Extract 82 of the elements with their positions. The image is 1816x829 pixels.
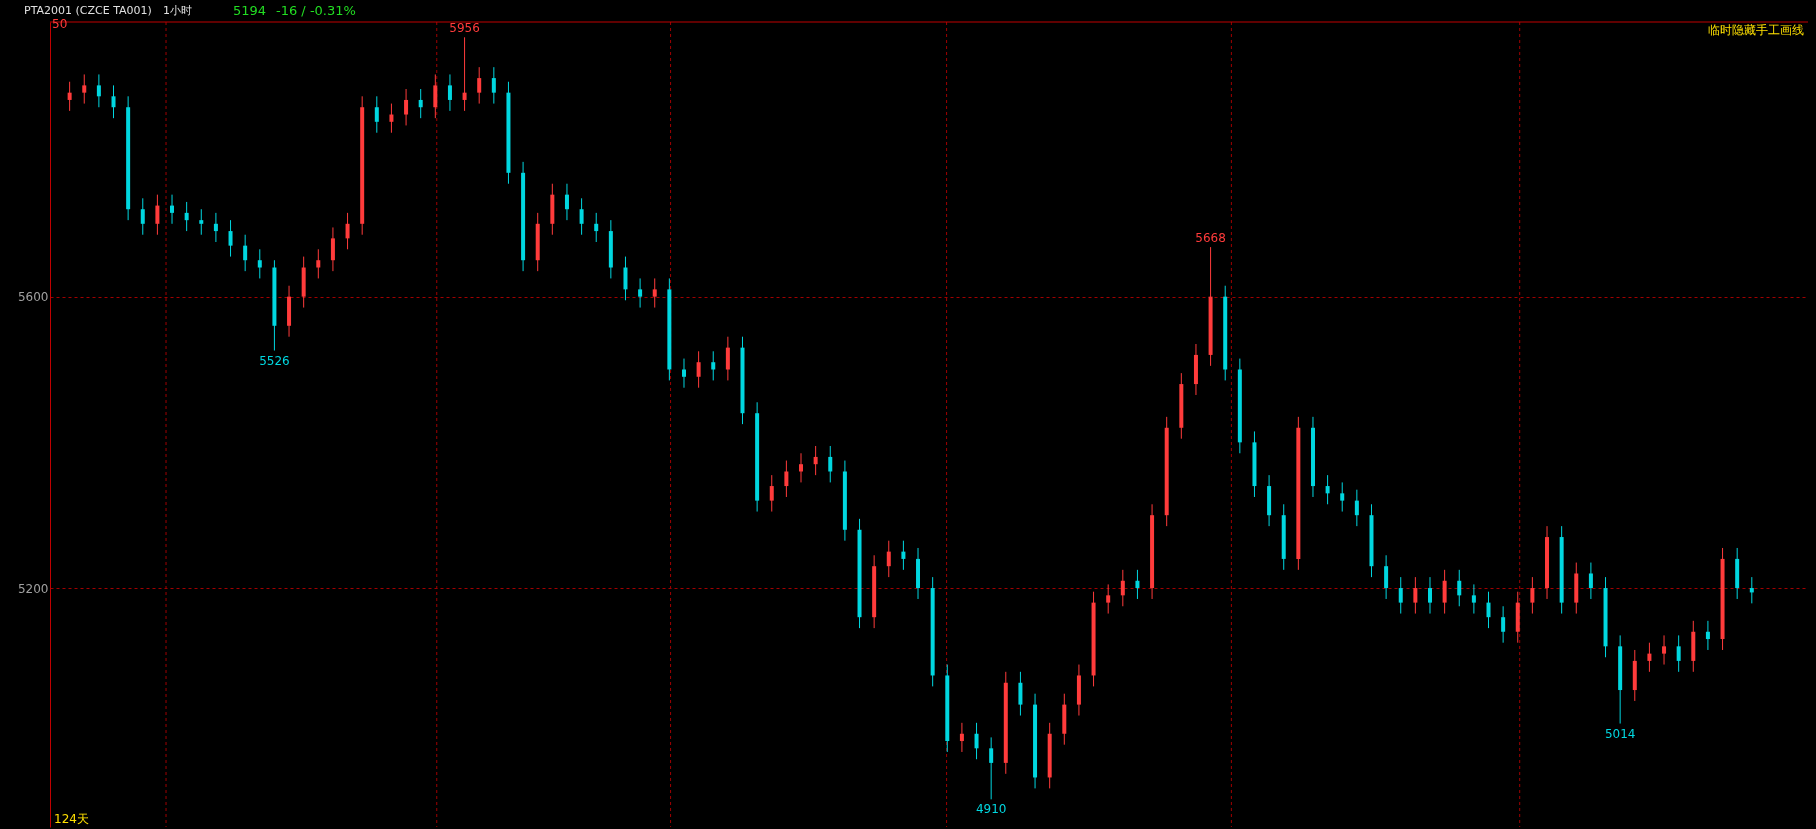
candlestick xyxy=(769,474,774,513)
candlestick xyxy=(199,208,204,236)
candlestick xyxy=(389,103,394,134)
candlestick xyxy=(1340,481,1345,513)
candlestick xyxy=(1413,576,1418,615)
candlestick xyxy=(1106,583,1111,615)
candlestick xyxy=(111,84,116,119)
candlestick xyxy=(1354,489,1359,527)
candlestick xyxy=(681,358,686,389)
candlestick xyxy=(228,219,233,258)
candlestick xyxy=(901,540,906,571)
annotation: 5668 xyxy=(1195,231,1226,246)
candlestick xyxy=(696,350,701,389)
candlestick xyxy=(155,194,160,236)
candlestick xyxy=(345,212,350,250)
candlestick xyxy=(1588,562,1593,600)
candlestick xyxy=(1018,671,1023,717)
candlestick xyxy=(886,540,891,578)
annotation: 5526 xyxy=(259,353,290,368)
candlestick xyxy=(711,350,716,381)
candlestick xyxy=(404,88,409,126)
candlestick xyxy=(462,36,467,112)
candlestick xyxy=(1530,576,1535,615)
candlestick xyxy=(1749,576,1754,604)
candlestick xyxy=(82,73,87,105)
candlestick xyxy=(418,88,423,119)
candlestick xyxy=(213,212,218,243)
candlestick xyxy=(67,81,72,112)
candlestick xyxy=(1486,591,1491,629)
candlestick xyxy=(959,722,964,753)
candlestick xyxy=(433,73,438,119)
candlestick xyxy=(989,736,994,800)
candlestick xyxy=(1428,576,1432,615)
candlestick xyxy=(1398,576,1403,615)
candlestick xyxy=(974,722,979,760)
candlestick xyxy=(579,197,584,236)
candlestick xyxy=(257,248,262,279)
candlestick xyxy=(623,256,628,301)
chart-title: PTA2001 (CZCE TA001) xyxy=(24,4,152,17)
candlestick xyxy=(330,226,335,272)
text: -16 / -0.31% xyxy=(276,3,356,18)
candlestick xyxy=(243,234,248,272)
candlestick xyxy=(1647,642,1652,673)
candlestick xyxy=(594,212,599,243)
candlestick xyxy=(652,277,657,309)
candlestick xyxy=(799,452,804,483)
candlestick xyxy=(170,194,175,225)
annotation: 5014 xyxy=(1604,726,1636,741)
candlestick xyxy=(813,445,818,476)
annotation: 50 xyxy=(52,17,68,31)
candlestick xyxy=(316,248,321,279)
annotation: 4910 xyxy=(975,802,1007,817)
candlestick xyxy=(1457,569,1462,607)
candlestick xyxy=(784,460,789,498)
candlestick xyxy=(1384,554,1389,600)
candlestick xyxy=(477,66,482,105)
candlestick xyxy=(1135,569,1140,600)
candlestick xyxy=(1662,634,1667,666)
text: 5194 xyxy=(233,3,267,18)
candlestick xyxy=(725,336,730,381)
annotation: 5956 xyxy=(449,21,480,36)
candlestick xyxy=(1501,605,1506,644)
candlestick xyxy=(140,197,145,236)
candlestick xyxy=(828,445,833,483)
candlestick xyxy=(1325,474,1330,505)
annotation: 临时隐藏手工画线 xyxy=(1708,23,1804,37)
y-tick-label: 5600 xyxy=(17,290,49,305)
y-tick-label: 5200 xyxy=(17,581,49,596)
candlestick xyxy=(1676,634,1681,673)
candlestick xyxy=(638,277,643,309)
candlestick xyxy=(184,201,189,232)
candlestick xyxy=(1705,620,1710,651)
candlestick xyxy=(447,73,452,112)
candlestick xyxy=(96,73,101,108)
candlestick xyxy=(1471,583,1476,615)
candlestick xyxy=(491,66,496,105)
candlestick xyxy=(1442,569,1447,615)
candlestick xyxy=(564,183,569,221)
annotation: 124天 xyxy=(54,812,89,826)
text: 1小时 xyxy=(163,4,192,17)
candlestick xyxy=(374,95,379,134)
candlestick xyxy=(1120,569,1125,607)
